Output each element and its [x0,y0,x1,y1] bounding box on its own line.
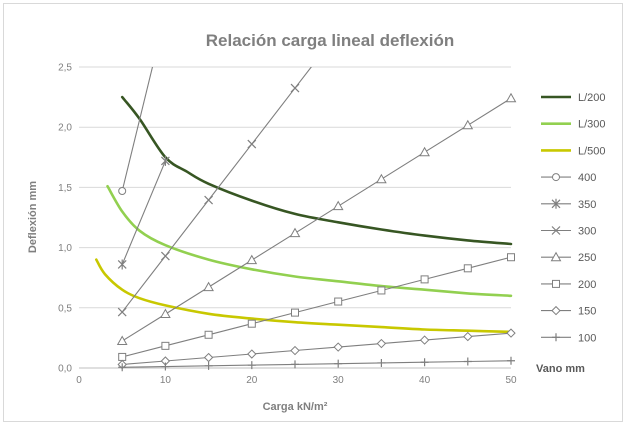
data-point-span-200 [463,264,472,273]
legend-label: L/200 [578,92,606,104]
x-tick-label: 30 [333,375,345,386]
x-axis-title: Carga kN/m² [263,401,328,413]
data-point-span-400 [162,11,169,18]
data-point-span-250 [203,281,214,292]
plot-area [95,11,517,372]
x-tick-label: 40 [419,375,431,386]
legend-marker [552,333,560,342]
data-point-span-100 [291,360,299,369]
data-point-span-250 [332,200,344,211]
legend-label: 300 [578,226,596,238]
data-point-span-100 [377,358,386,367]
y-tick-label: 2,0 [58,123,72,134]
y-tick-label: 2,5 [58,63,72,74]
y-tick-label: 0,0 [58,364,72,375]
legend-marker [551,226,561,235]
legend-label: 150 [578,306,596,318]
data-point-span-350 [117,259,127,270]
data-point-span-100 [118,363,127,372]
data-point-span-200 [507,253,515,262]
data-point-span-200 [377,286,386,295]
data-point-span-150 [247,349,257,359]
data-point-span-400 [118,187,127,196]
data-point-span-300 [290,83,300,93]
legend-label: L/500 [578,145,606,157]
data-point-span-200 [118,352,127,361]
legend-label: 100 [578,332,596,344]
y-tick-label: 1,0 [58,243,72,254]
legend-marker [552,279,560,288]
chart-title: Relación carga lineal deflexión [206,31,454,50]
data-point-span-250 [246,254,258,265]
series-line-L-300 [106,184,513,298]
data-point-span-100 [161,362,170,371]
legend-label: 250 [578,252,596,264]
data-point-span-300 [204,195,214,205]
series-line-span-100 [122,360,512,368]
legend-label: 350 [578,199,596,211]
grid-lines [79,66,511,309]
data-point-span-150 [376,338,387,349]
series-line-span-250 [121,97,512,342]
data-point-span-250 [376,173,387,184]
data-point-span-150 [290,345,300,356]
data-point-span-100 [420,358,429,367]
data-point-span-150 [506,328,516,338]
series-line-L-500 [95,258,513,334]
data-point-span-100 [507,356,515,365]
data-point-span-200 [420,275,429,284]
data-point-span-150 [419,335,430,345]
data-point-span-100 [463,357,472,366]
legend-marker [552,173,560,182]
legend-marker [550,251,562,262]
series-line-L-200 [120,95,513,246]
legend: L/200 L/300 L/500 400 350 300 250 200 150 100 [541,92,606,344]
data-point-span-150 [463,331,473,342]
data-point-span-100 [204,361,213,370]
x-tick-label: 50 [505,375,517,386]
y-axis-title: Deflexión mm [27,181,39,253]
data-point-span-250 [160,308,171,319]
data-point-span-200 [247,319,256,328]
series-line-span-300 [121,67,312,313]
data-point-span-300 [247,139,257,149]
series-line-span-350 [121,160,166,265]
legend-marker [551,305,561,316]
data-point-span-150 [203,352,214,363]
data-point-span-250 [116,335,128,346]
legend-title: Vano mm [536,363,585,375]
y-tick-label: 1,5 [58,183,72,194]
data-point-span-250 [419,146,430,157]
data-point-span-300 [160,251,170,261]
data-point-span-200 [334,297,343,306]
y-tick-label: 0,5 [58,303,72,314]
data-point-span-250 [462,119,474,130]
legend-label: 400 [578,172,596,184]
data-point-span-200 [204,330,213,339]
legend-marker [551,198,561,209]
x-tick-label: 10 [160,375,172,386]
data-point-span-100 [334,359,343,368]
data-point-span-100 [247,361,256,370]
data-point-span-350 [160,155,170,166]
data-point-span-200 [161,341,170,350]
data-point-span-300 [117,307,127,317]
data-point-span-250 [505,92,517,103]
data-point-span-250 [289,227,301,238]
chart-frame [3,3,623,422]
data-point-span-150 [333,342,343,352]
series-line-span-200 [122,256,512,358]
x-tick-label: 20 [246,375,258,386]
series-line-span-400 [121,67,154,192]
data-point-span-200 [291,308,299,317]
legend-label: L/300 [578,119,606,131]
series-line-span-150 [122,332,512,366]
legend-label: 200 [578,279,596,291]
x-tick-label: 0 [76,375,82,386]
